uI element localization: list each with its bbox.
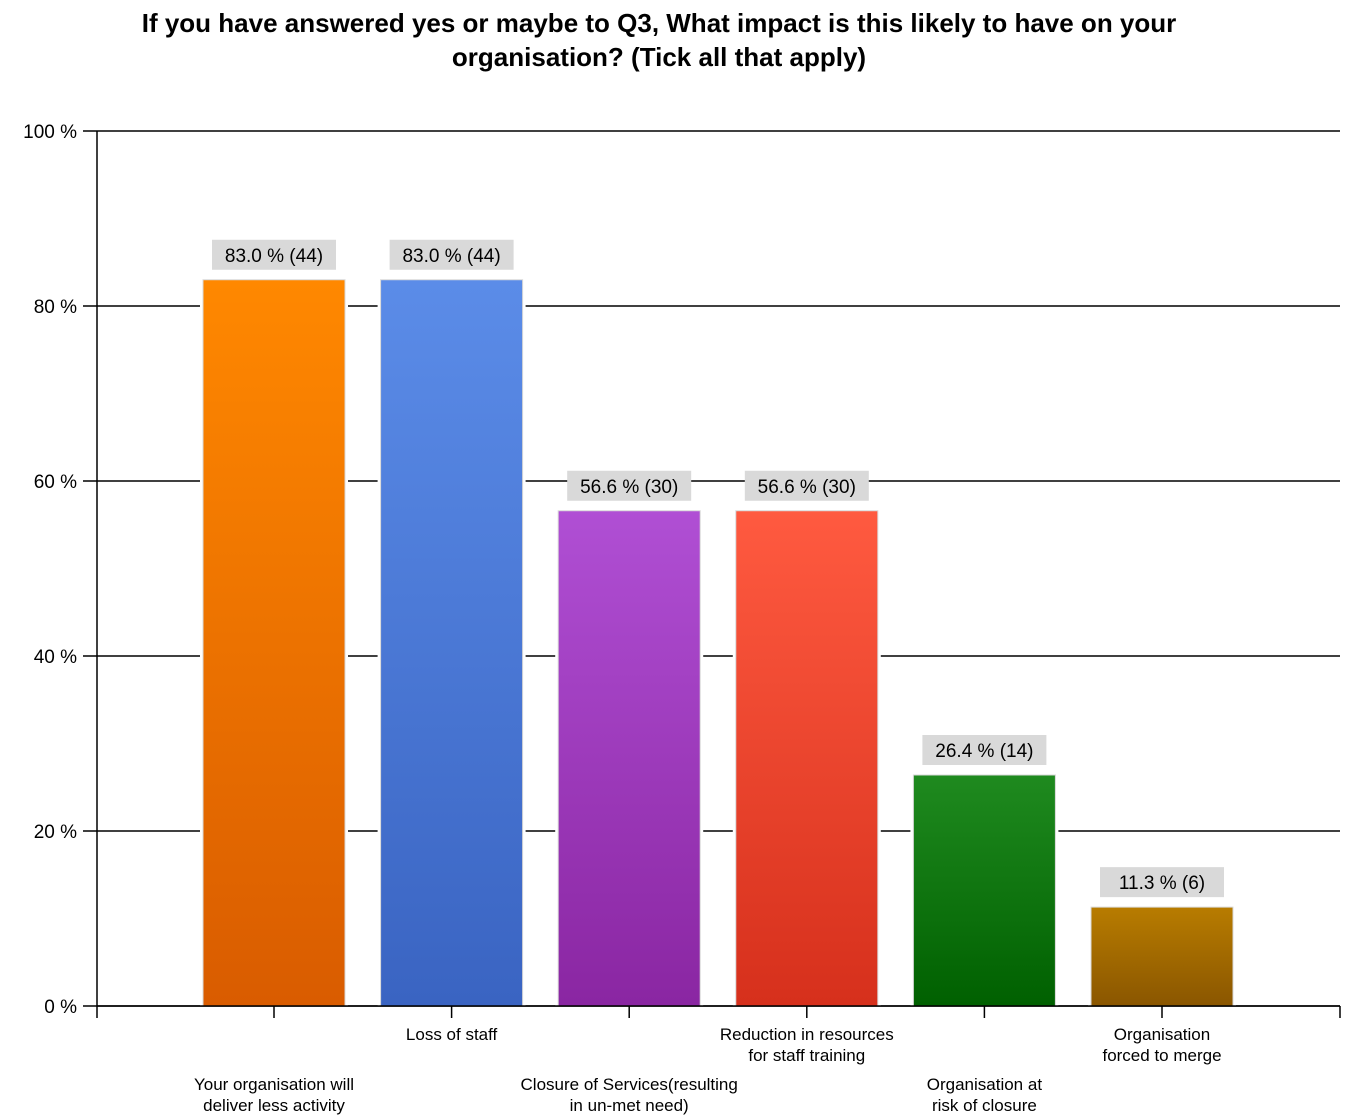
data-label: 26.4 % (14) bbox=[935, 741, 1033, 762]
data-label: 83.0 % (44) bbox=[225, 246, 323, 267]
data-label: 11.3 % (6) bbox=[1119, 873, 1205, 894]
chart-title-line-2: organisation? (Tick all that apply) bbox=[451, 42, 867, 72]
bar bbox=[735, 510, 879, 1007]
y-tick-label: 60 % bbox=[34, 472, 77, 493]
data-label-bg bbox=[389, 239, 514, 270]
data-label-bg bbox=[212, 239, 336, 270]
category-label: deliver less activity bbox=[203, 1096, 345, 1115]
data-label: 83.0 % (44) bbox=[402, 246, 500, 267]
y-tick-label: 80 % bbox=[34, 297, 77, 318]
category-label: Reduction in resources bbox=[720, 1025, 894, 1044]
bar bbox=[912, 774, 1056, 1007]
category-label: forced to merge bbox=[1102, 1046, 1221, 1065]
data-label-bg bbox=[922, 735, 1047, 765]
chart-title: If you have answered yes or maybe to Q3,… bbox=[0, 6, 1318, 74]
data-label: 56.6 % (30) bbox=[758, 477, 856, 498]
category-label: in un-met need) bbox=[570, 1096, 689, 1115]
category-label: Loss of staff bbox=[406, 1025, 498, 1044]
category-label: Organisation at bbox=[927, 1075, 1043, 1094]
y-tick-label: 40 % bbox=[34, 647, 77, 668]
chart-title-line-1: If you have answered yes or maybe to Q3,… bbox=[141, 8, 1177, 38]
axes: 0 % 20 % 40 % 60 % 80 % 100 % Your organisatio… bbox=[23, 122, 1341, 1115]
bar bbox=[1090, 906, 1234, 1007]
data-label-bg bbox=[744, 470, 869, 501]
data-labels: 83.0 % (44) 83.0 % (44) 56.6 % (30) 56.6 % … bbox=[212, 239, 1224, 898]
bar bbox=[557, 510, 701, 1007]
y-tick-label: 0 % bbox=[44, 997, 77, 1018]
bar bbox=[202, 279, 346, 1007]
y-tick-label: 100 % bbox=[23, 122, 77, 143]
y-tick-label: 20 % bbox=[34, 822, 77, 843]
data-label-bg bbox=[1100, 867, 1224, 898]
data-label: 56.6 % (30) bbox=[580, 477, 678, 498]
category-label: Organisation bbox=[1114, 1025, 1210, 1044]
bars bbox=[200, 276, 1236, 1007]
category-label: Your organisation will bbox=[194, 1075, 354, 1094]
category-label: Closure of Services(resulting bbox=[521, 1075, 738, 1094]
data-label-bg bbox=[567, 470, 692, 501]
bar bbox=[380, 279, 524, 1007]
category-label: risk of closure bbox=[932, 1096, 1037, 1115]
category-label: for staff training bbox=[748, 1046, 865, 1065]
